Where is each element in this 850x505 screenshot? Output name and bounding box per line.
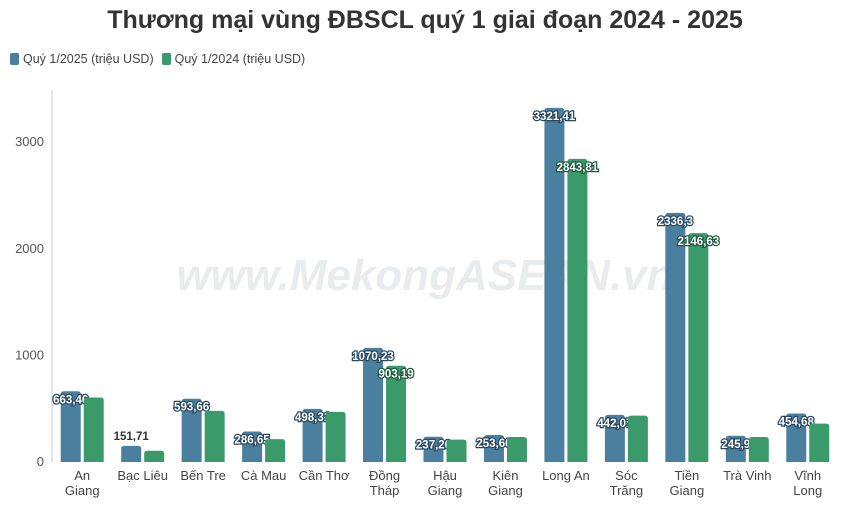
legend-swatch [10,53,19,65]
bar-q1-2025 [363,347,384,462]
y-tick-label: 2000 [15,241,44,256]
bar-q1-2025 [604,414,625,462]
bar-q1-2025 [544,107,565,463]
category-label: Bến Tre [180,468,226,483]
data-label: 903,19 [378,369,413,381]
category-label: Tháp [370,483,400,498]
data-label: 442,07 [597,418,632,430]
category-label: Vĩnh [794,468,821,483]
bar-q1-2024 [265,439,286,462]
category-label: Cà Mau [241,468,287,483]
category-label: An [74,468,90,483]
legend-item-1: Quý 1/2025 (triệu USD) [10,52,154,66]
bar-q1-2024 [204,410,225,462]
category-label: Cần Thơ [299,468,350,483]
bar-q1-2024 [386,365,407,462]
bar-q1-2025 [242,431,263,462]
data-label: 253,66 [476,438,511,450]
data-label: 663,46 [53,394,88,406]
data-label: 3321,41 [534,111,576,123]
bar-q1-2025 [121,445,142,462]
category-label: Trà Vinh [723,468,771,483]
data-label: 2336,3 [658,216,693,228]
data-label: 454,68 [779,417,815,429]
bar-q1-2025 [60,391,81,462]
bar-q1-2024 [748,436,769,462]
bar-q1-2024 [446,439,467,462]
bar-q1-2024 [83,397,104,462]
bar-q1-2024 [567,158,588,463]
bar-q1-2025 [483,434,504,462]
data-label: 286,65 [235,434,271,446]
data-label: 498,31 [295,412,331,424]
y-tick-label: 1000 [15,347,44,362]
legend-label: Quý 1/2024 (triệu USD) [174,52,306,66]
y-tick-label: 3000 [15,134,44,149]
category-label: Bạc Liêu [117,468,168,483]
data-label: 237,26 [416,440,451,452]
category-label: Giang [669,483,704,498]
bar-q1-2025 [302,408,323,462]
bar-q1-2025 [181,398,202,462]
category-label: Long An [542,468,590,483]
data-label: 1070,23 [352,351,394,363]
bar-q1-2025 [665,212,686,462]
data-label: 2843,81 [557,162,599,174]
watermark: www.MekongASEAN.vn [176,251,673,300]
bar-q1-2024 [506,436,527,462]
bar-q1-2024 [325,411,346,462]
bar-q1-2025 [423,436,444,462]
chart-title: Thương mại vùng ĐBSCL quý 1 giai đoạn 20… [107,6,743,34]
bar-q1-2024 [627,415,648,462]
bar-q1-2024 [809,423,830,462]
legend: Quý 1/2025 (triệu USD) Quý 1/2024 (triệu … [10,52,305,66]
category-label: Long [793,483,822,498]
category-label: Kiên [492,468,518,483]
legend-item-2: Quý 1/2024 (triệu USD) [161,52,306,66]
bar-q1-2024 [688,233,709,462]
bar-q1-2024 [144,450,165,462]
category-label: Giang [488,483,523,498]
data-label: 245,9 [721,439,750,451]
category-label: Giang [65,483,100,498]
category-label: Hậu [433,468,457,483]
data-label: 151,71 [114,431,150,443]
bar-q1-2025 [786,413,807,462]
y-tick-label: 0 [37,454,44,469]
data-label: 2146,63 [678,236,720,248]
category-label: Tiền [674,468,699,483]
data-label: 593,66 [174,402,209,414]
legend-swatch [161,53,171,65]
bar-q1-2025 [725,435,746,462]
category-label: Trăng [610,483,643,498]
category-label: Sóc [615,468,638,483]
category-label: Đồng [369,468,400,483]
category-label: Giang [428,483,463,498]
legend-label: Quý 1/2025 (triệu USD) [23,52,154,66]
